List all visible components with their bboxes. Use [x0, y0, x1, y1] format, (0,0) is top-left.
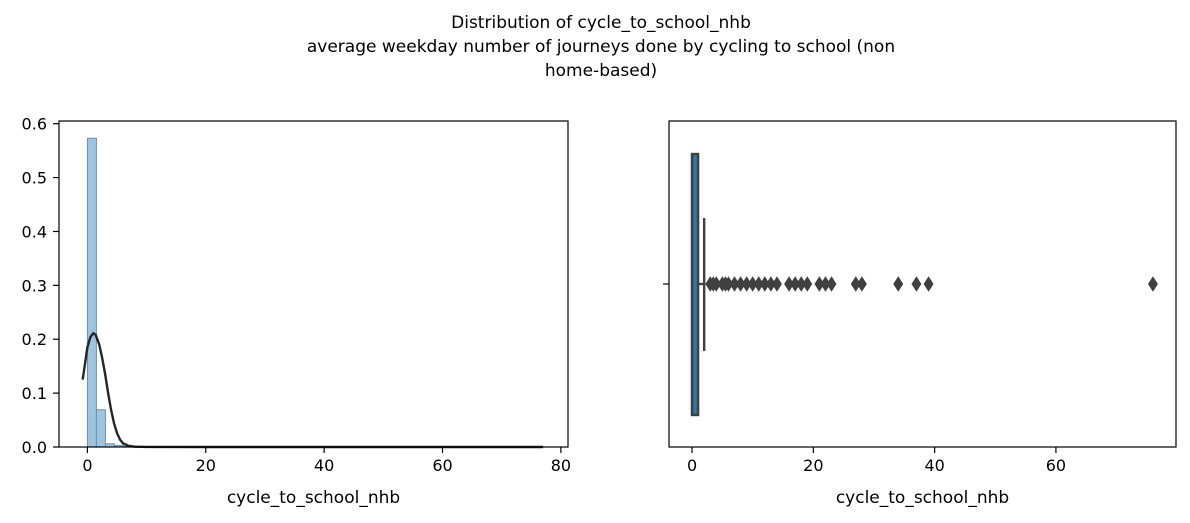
histogram-y-ticks: 0.0 0.1 0.2 0.3 0.4 0.5 0.6 — [22, 115, 59, 457]
histogram-bars — [86, 137, 160, 448]
histogram-x-tick-label: 40 — [314, 456, 334, 475]
boxplot-outliers — [705, 276, 1158, 292]
histogram-y-tick-label: 0.1 — [22, 384, 47, 403]
boxplot-x-tick-label: 20 — [803, 456, 823, 475]
boxplot-x-axis-label: cycle_to_school_nhb — [836, 488, 1009, 508]
boxplot-panel: 0 20 40 60 cycle_to_school_nhb — [663, 120, 1177, 508]
histogram-x-axis-label: cycle_to_school_nhb — [227, 488, 400, 508]
boxplot-x-ticks: 0 20 40 60 — [687, 447, 1066, 475]
figure-title-line-3: home-based) — [545, 61, 657, 81]
histogram-x-tick-label: 20 — [196, 456, 216, 475]
boxplot-outlier-22 — [856, 276, 867, 292]
boxplot-x-tick-label: 40 — [924, 456, 944, 475]
histogram-bar-0 — [86, 137, 97, 448]
figure-title-line-2: average weekday number of journeys done … — [307, 37, 895, 57]
histogram-bar-1 — [95, 409, 106, 448]
histogram-y-tick-label: 0.3 — [22, 276, 47, 295]
boxplot-outlier-13 — [771, 276, 782, 292]
figure-title-line-1: Distribution of cycle_to_school_nhb — [451, 13, 751, 33]
histogram-x-tick-label: 0 — [82, 456, 92, 475]
histogram-y-tick-label: 0.4 — [22, 222, 47, 241]
boxplot-outlier-26 — [1147, 276, 1158, 292]
boxplot-outlier-20 — [826, 276, 837, 292]
boxplot-outlier-25 — [923, 276, 934, 292]
boxplot-outlier-23 — [893, 276, 904, 292]
boxplot-outlier-17 — [802, 276, 813, 292]
histogram-x-tick-label: 80 — [551, 456, 571, 475]
histogram-x-ticks: 0 20 40 60 80 — [82, 447, 571, 475]
boxplot-x-tick-label: 60 — [1046, 456, 1066, 475]
histogram-axes-frame — [58, 120, 569, 448]
histogram-x-tick-label: 60 — [432, 456, 452, 475]
boxplot-x-tick-label: 0 — [687, 456, 697, 475]
histogram-panel: 0 20 40 60 80 0.0 0.1 0.2 0.3 0.4 0.5 0.6 cycle_to… — [22, 115, 572, 508]
histogram-y-tick-label: 0.6 — [22, 115, 47, 134]
boxplot-outlier-24 — [911, 276, 922, 292]
kde-curve — [81, 331, 544, 449]
histogram-y-tick-label: 0.0 — [22, 438, 47, 457]
histogram-y-tick-label: 0.2 — [22, 330, 47, 349]
histogram-y-tick-label: 0.5 — [22, 169, 47, 188]
boxplot-axes-frame — [668, 120, 1177, 448]
